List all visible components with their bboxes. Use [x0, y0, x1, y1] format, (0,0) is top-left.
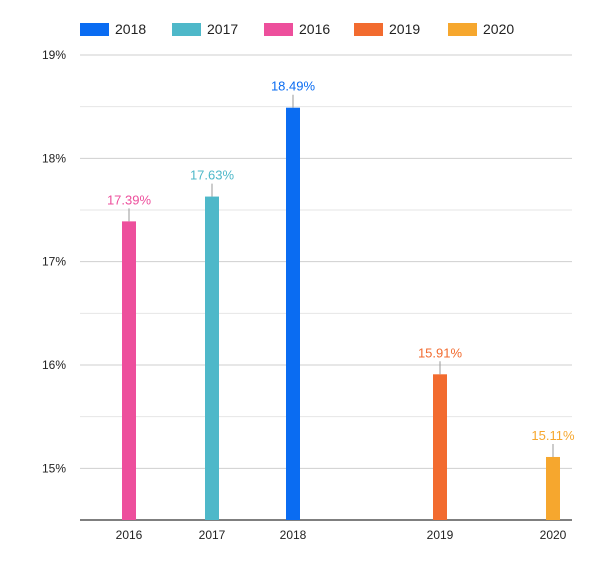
chart-legend: 2018 2017 2016 2019 2020	[0, 0, 611, 40]
x-tick-label: 2017	[199, 528, 226, 542]
legend-item: 2018	[80, 18, 146, 40]
x-tick-label: 2019	[427, 528, 454, 542]
bar	[122, 221, 136, 520]
data-label: 17.39%	[107, 192, 152, 207]
y-tick-label: 15%	[42, 461, 66, 475]
x-tick-label: 2018	[280, 528, 307, 542]
legend-swatch	[354, 22, 383, 36]
legend-item: 2016	[264, 18, 330, 40]
legend-swatch	[264, 22, 293, 36]
legend-label: 2020	[483, 21, 515, 37]
x-tick-label: 2016	[116, 528, 143, 542]
legend-label: 2019	[389, 21, 421, 37]
y-tick-label: 19%	[42, 48, 66, 62]
legend-label: 2017	[207, 21, 239, 37]
legend-swatch	[448, 22, 477, 36]
legend-item: 2020	[448, 18, 514, 40]
y-tick-label: 16%	[42, 358, 66, 372]
data-label: 15.11%	[531, 428, 575, 443]
bar	[433, 374, 447, 520]
legend-swatch	[80, 22, 109, 36]
x-tick-label: 2020	[540, 528, 567, 542]
bar	[546, 456, 560, 520]
legend-label: 2016	[299, 21, 331, 37]
legend-label: 2018	[115, 21, 147, 37]
legend-swatch	[172, 22, 201, 36]
bar	[286, 107, 300, 520]
y-tick-label: 18%	[42, 151, 66, 165]
bar	[205, 196, 219, 521]
legend-item: 2019	[354, 18, 420, 40]
data-label: 18.49%	[271, 79, 316, 94]
data-label: 15.91%	[418, 345, 463, 360]
y-tick-label: 17%	[42, 255, 66, 269]
legend-item: 2017	[172, 18, 238, 40]
data-label: 17.63%	[190, 168, 235, 183]
